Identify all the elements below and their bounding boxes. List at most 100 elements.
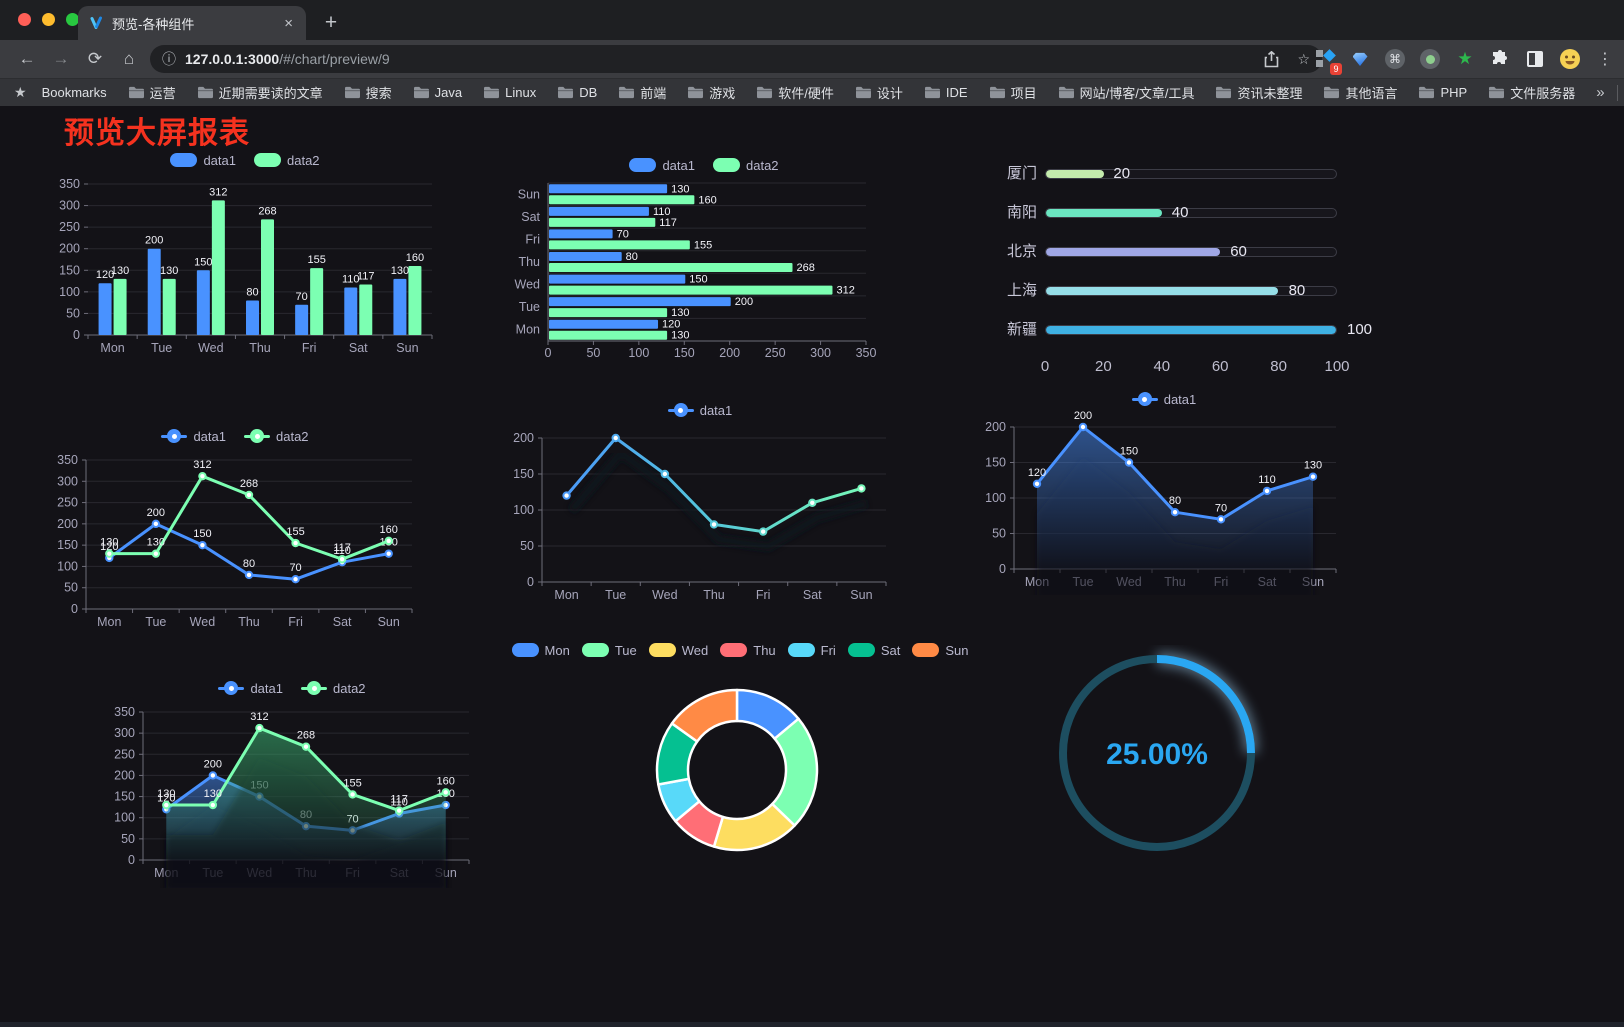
legend-item-Thu[interactable]: Thu <box>720 643 776 658</box>
bookmark-item[interactable]: PHP <box>1418 85 1467 100</box>
legend-item-Tue[interactable]: Tue <box>581 643 637 658</box>
svg-text:200: 200 <box>719 346 740 360</box>
bookmark-item[interactable]: 运营 <box>128 83 176 102</box>
bookmark-item[interactable]: 搜索 <box>344 83 392 102</box>
bar-chart-plot[interactable]: 0 50 100 150 200 250 300 350 Mon Tue Wed Thu Fri Sat S… <box>50 172 440 363</box>
line-chart-plot[interactable]: 0 50 100 150 200 Mon Tue Wed Thu Fri Sat Sun <box>500 422 900 610</box>
axis-tick-label: 100 <box>1324 358 1350 375</box>
svg-text:120: 120 <box>96 269 114 281</box>
legend-item-data1[interactable]: data1 <box>218 681 283 696</box>
gauge-plot[interactable]: 25.00% <box>1040 645 1280 865</box>
legend-item-data1[interactable]: data1 <box>629 158 695 173</box>
bookmark-item[interactable]: 设计 <box>855 83 903 102</box>
legend-item-data2[interactable]: data2 <box>244 429 309 444</box>
bookmarks-label[interactable]: Bookmarks <box>41 85 107 100</box>
chart-grouped-bar[interactable]: data1 data2 0 50 100 150 200 250 300 350 Mon Tue We… <box>50 148 440 363</box>
bookmark-item[interactable]: IDE <box>924 85 968 100</box>
legend-line-marker <box>218 681 245 695</box>
close-window-button[interactable] <box>18 13 31 26</box>
bookmark-item[interactable]: Java <box>413 85 462 100</box>
donut-chart-plot[interactable] <box>545 662 935 866</box>
minimize-window-button[interactable] <box>42 13 55 26</box>
folder-icon <box>1216 86 1232 99</box>
side-panel-icon[interactable] <box>1524 48 1546 70</box>
svg-text:50: 50 <box>64 581 78 595</box>
progress-row-label: 上海 <box>1006 282 1037 299</box>
chart-donut[interactable]: Mon Tue Wed Thu Fri Sat Sun <box>511 638 968 866</box>
area-chart-plot[interactable]: 050100150200250300350MonTueWedThuFriSatS… <box>103 700 481 888</box>
star-extension-icon[interactable]: ★ <box>1457 49 1473 68</box>
chart-area-single[interactable]: data1 050100150200MonTueWedThuFriSatSun1… <box>978 387 1350 595</box>
legend-item-data2[interactable]: data2 <box>301 681 366 696</box>
bookmark-item[interactable]: 其他语言 <box>1323 83 1397 102</box>
chart-line-two-series[interactable]: data1 data2 0 50 100 150 200 250 300 350 Mon Tue We… <box>46 424 424 637</box>
url-host: 127.0.0.1:3000 <box>185 51 280 67</box>
bookmark-item[interactable]: 近期需要读的文章 <box>197 83 323 102</box>
browser-menu-icon[interactable]: ⋮ <box>1597 51 1613 68</box>
bookmarks-overflow-chevron[interactable]: » <box>1596 84 1605 101</box>
chart-gauge[interactable]: 25.00% <box>1040 645 1280 865</box>
command-extension-icon[interactable]: ⌘ <box>1384 48 1406 70</box>
svg-text:100: 100 <box>628 346 649 360</box>
chart-legend: Mon Tue Wed Thu Fri Sat Sun <box>511 638 968 662</box>
legend-item-Sun[interactable]: Sun <box>912 643 968 658</box>
chart-area-two-series[interactable]: data1 data2 050100150200250300350MonTueWe… <box>103 676 481 888</box>
tab-grid-extension-icon[interactable]: 9 <box>1314 48 1342 75</box>
legend-item-data1[interactable]: data1 <box>170 153 236 168</box>
svg-text:Fri: Fri <box>288 615 303 629</box>
profile-avatar[interactable] <box>1559 48 1581 70</box>
bookmark-item[interactable]: 文件服务器 <box>1488 83 1575 102</box>
address-bar[interactable]: ⓘ 127.0.0.1:3000/#/chart/preview/9 ☆ <box>150 45 1322 73</box>
zoom-window-button[interactable] <box>66 13 79 26</box>
legend-item-Wed[interactable]: Wed <box>648 643 708 658</box>
svg-text:250: 250 <box>57 496 78 510</box>
bookmarks-divider <box>1616 84 1618 101</box>
chart-progress-bars[interactable]: 厦门 20 南阳 40 北京 60 上海 80 新疆 100 0 20 40 60 80 100 <box>993 158 1372 380</box>
bookmarks-star-icon[interactable]: ★ <box>14 84 27 100</box>
reload-button[interactable]: ⟳ <box>87 49 103 68</box>
site-info-icon[interactable]: ⓘ <box>162 51 176 67</box>
bookmark-star-icon[interactable]: ☆ <box>1297 50 1310 67</box>
legend-item-data1[interactable]: data1 <box>1131 392 1196 407</box>
legend-item-Sat[interactable]: Sat <box>847 643 900 658</box>
chart-horizontal-bar[interactable]: data1 data2 0 50 100 150 200 250 300 350 Sun 130 16… <box>508 153 900 367</box>
bookmark-item[interactable]: 资讯未整理 <box>1215 83 1302 102</box>
legend-item-data2[interactable]: data2 <box>254 153 320 168</box>
line-chart-plot[interactable]: 0 50 100 150 200 250 300 350 Mon Tue Wed Thu Fri Sat S… <box>46 448 424 637</box>
progress-track <box>1045 247 1337 257</box>
progress-bars-body[interactable]: 厦门 20 南阳 40 北京 60 上海 80 新疆 100 0 20 40 60 80 100 <box>993 158 1372 380</box>
new-tab-button[interactable]: + <box>324 11 338 34</box>
bookmark-item[interactable]: Linux <box>483 85 536 100</box>
chart-line-gradient[interactable]: data1 0 50 100 150 200 Mon Tue Wed Thu Fri Sat Sun <box>500 398 900 610</box>
svg-text:0: 0 <box>527 575 534 589</box>
gem-extension-icon[interactable] <box>1349 48 1371 70</box>
svg-text:Sat: Sat <box>521 210 540 224</box>
svg-text:300: 300 <box>810 346 831 360</box>
home-button[interactable]: ⌂ <box>123 49 135 68</box>
legend-item-data1[interactable]: data1 <box>161 429 226 444</box>
bookmark-item[interactable]: 游戏 <box>687 83 735 102</box>
bookmark-item[interactable]: 前端 <box>618 83 666 102</box>
area-chart-plot[interactable]: 050100150200MonTueWedThuFriSatSun1202001… <box>978 411 1350 595</box>
bookmark-label: 搜索 <box>365 86 392 101</box>
browser-tab[interactable]: 预览-各种组件 × <box>78 6 306 40</box>
bookmark-item[interactable]: DB <box>557 85 597 100</box>
legend-item-Mon[interactable]: Mon <box>511 643 570 658</box>
bookmark-item[interactable]: 软件/硬件 <box>756 83 834 102</box>
legend-item-Fri[interactable]: Fri <box>787 643 836 658</box>
legend-swatch <box>170 153 198 167</box>
svg-text:150: 150 <box>57 538 78 552</box>
forward-button[interactable]: → <box>52 49 70 68</box>
share-icon[interactable] <box>1264 50 1279 68</box>
extensions-puzzle-icon[interactable] <box>1489 48 1511 70</box>
legend-item-data2[interactable]: data2 <box>713 158 779 173</box>
record-extension-icon[interactable] <box>1419 48 1441 70</box>
progress-value: 20 <box>1113 165 1131 182</box>
bookmark-item[interactable]: 网站/博客/文章/工具 <box>1058 83 1194 102</box>
back-button[interactable]: ← <box>18 49 36 68</box>
legend-item-data1[interactable]: data1 <box>667 403 732 418</box>
bookmark-item[interactable]: 项目 <box>989 83 1037 102</box>
tab-close-icon[interactable]: × <box>284 14 293 32</box>
svg-text:130: 130 <box>204 788 222 800</box>
